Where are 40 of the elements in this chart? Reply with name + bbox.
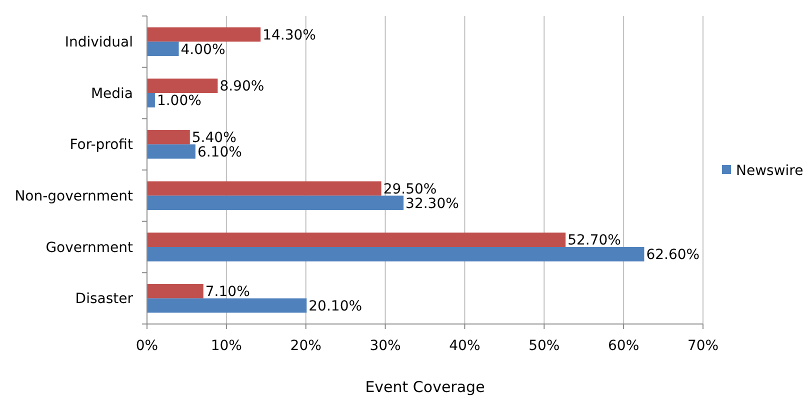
x-tick-label: 30% xyxy=(370,338,401,354)
x-tick-label: 70% xyxy=(687,338,719,354)
bar xyxy=(147,144,196,159)
data-label: 29.50% xyxy=(383,181,437,198)
bar xyxy=(147,78,218,93)
x-axis-title: Event Coverage xyxy=(365,378,485,396)
bar xyxy=(147,284,204,298)
x-tick-label: 60% xyxy=(608,338,640,354)
bar xyxy=(147,196,404,210)
data-label: 52.70% xyxy=(568,232,621,249)
y-tick-label: Media xyxy=(90,86,133,102)
data-label: 14.30% xyxy=(262,27,316,44)
data-label: 4.00% xyxy=(180,42,226,58)
data-label: 6.10% xyxy=(197,144,242,160)
legend-label: Newswire xyxy=(736,162,804,179)
data-label: 32.30% xyxy=(406,196,459,212)
x-tick-label: 10% xyxy=(210,338,242,354)
y-tick-label: Non-government xyxy=(14,188,134,205)
data-label: 5.40% xyxy=(192,130,236,146)
x-tick-label: 0% xyxy=(136,338,158,354)
data-label: 20.10% xyxy=(308,298,362,314)
bar xyxy=(147,27,261,42)
y-tick-label: Disaster xyxy=(75,291,134,308)
bar xyxy=(147,42,179,56)
data-label: 7.10% xyxy=(205,284,250,300)
data-label: 8.90% xyxy=(220,78,264,95)
bar xyxy=(147,247,644,262)
bar xyxy=(147,130,190,144)
bar xyxy=(147,93,155,108)
x-tick-label: 20% xyxy=(290,338,322,354)
data-label: 1.00% xyxy=(156,93,202,110)
bar xyxy=(147,232,566,247)
x-tick-label: 40% xyxy=(449,338,480,354)
bar xyxy=(147,181,382,196)
y-tick-label: Government xyxy=(46,240,134,256)
y-tick-label: For-profit xyxy=(70,137,134,154)
data-label: 62.60% xyxy=(646,247,700,264)
y-tick-label: Individual xyxy=(64,34,133,51)
bar xyxy=(147,298,307,313)
x-tick-label: 50% xyxy=(528,338,560,354)
